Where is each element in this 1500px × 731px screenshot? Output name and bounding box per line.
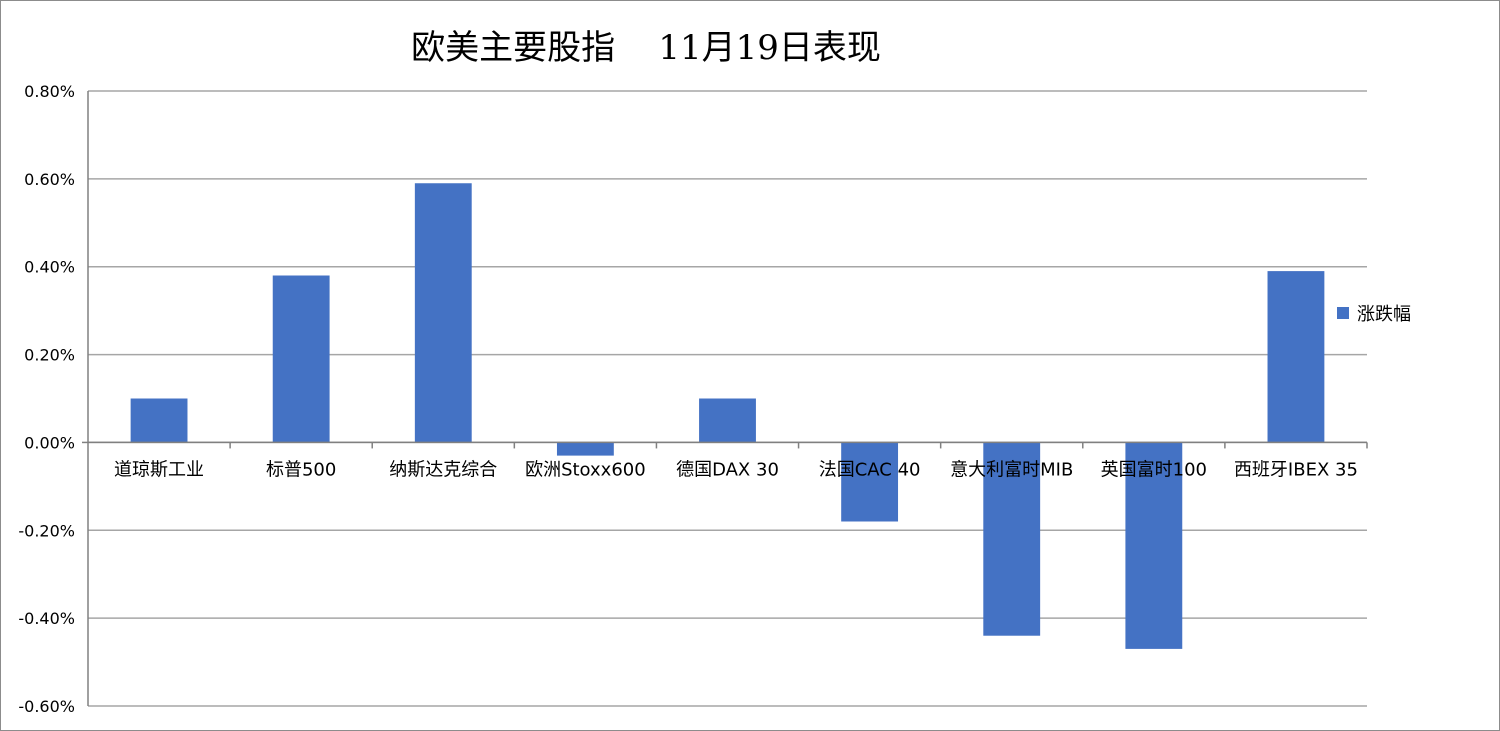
y-tick-label: 0.00%	[24, 433, 75, 452]
bar-0	[130, 398, 188, 443]
y-tick-label: 0.40%	[24, 258, 75, 277]
category-label-7: 英国富时100	[1101, 459, 1207, 480]
bars	[130, 183, 1325, 649]
category-label-2: 纳斯达克综合	[389, 459, 497, 480]
bar-4	[699, 398, 756, 443]
y-tick-label: -0.20%	[18, 521, 75, 540]
category-label-0: 道琼斯工业	[114, 459, 204, 480]
bar-7	[1125, 442, 1183, 649]
chart-title: 欧美主要股指 11月19日表现	[411, 28, 881, 68]
y-tick-label: 0.80%	[24, 82, 75, 101]
y-axis-ticks: 0.80% 0.60% 0.40% 0.20% 0.00% -0.20% -0.40% -0.…	[18, 82, 75, 716]
category-label-6: 意大利富时MIB	[950, 459, 1073, 480]
legend: 涨跌幅	[1337, 304, 1411, 325]
bar-1	[272, 275, 330, 443]
legend-label-series-0: 涨跌幅	[1357, 304, 1411, 325]
category-label-1: 标普500	[266, 459, 336, 480]
y-tick-label: 0.60%	[24, 170, 75, 189]
bar-6	[983, 442, 1041, 636]
bar-5	[841, 442, 899, 522]
y-tick-label: -0.60%	[18, 697, 75, 716]
category-label-5: 法国CAC 40	[819, 459, 921, 480]
x-axis-labels: 道琼斯工业 标普500 纳斯达克综合 欧洲Stoxx600 德国DAX 30 法国CAC …	[114, 459, 1358, 480]
axes	[82, 91, 1368, 706]
bar-3	[556, 442, 614, 456]
legend-swatch	[1337, 307, 1349, 319]
y-tick-label: 0.20%	[24, 346, 75, 365]
category-label-3: 欧洲Stoxx600	[525, 459, 646, 480]
bar-2	[414, 183, 472, 443]
bar-8	[1267, 271, 1325, 443]
y-tick-label: -0.40%	[18, 609, 75, 628]
category-label-8: 西班牙IBEX 35	[1234, 459, 1358, 480]
category-label-4: 德国DAX 30	[676, 459, 779, 480]
